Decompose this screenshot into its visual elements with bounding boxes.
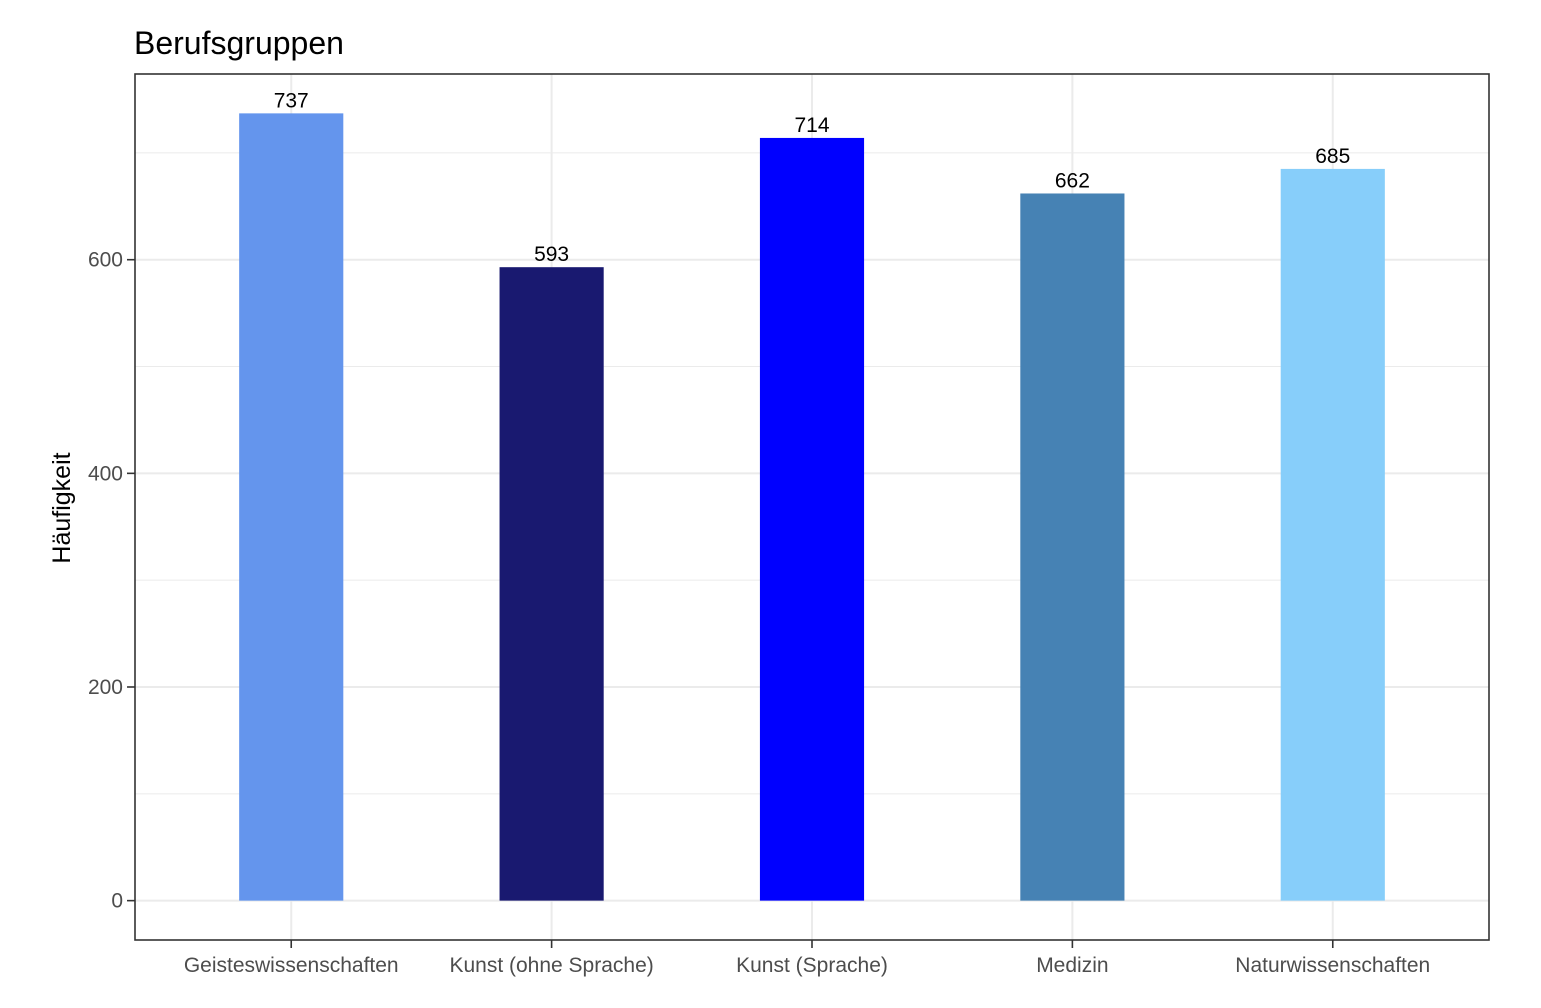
y-tick-label: 400 bbox=[88, 462, 123, 485]
bar-value-label: 714 bbox=[794, 114, 829, 137]
y-tick-label: 0 bbox=[111, 890, 123, 913]
bar bbox=[1020, 193, 1125, 901]
axes: 0 200 400 600 Geisteswissenschaften Kunst (oh… bbox=[88, 249, 1430, 977]
y-tick-label: 200 bbox=[88, 676, 123, 699]
x-tick-label: Geisteswissenschaften bbox=[184, 954, 399, 977]
bars bbox=[239, 113, 1385, 901]
bar bbox=[1280, 168, 1385, 901]
bar bbox=[759, 137, 865, 901]
y-tick-label: 600 bbox=[88, 249, 123, 272]
data-labels: 737 593 714 662 685 bbox=[274, 89, 1351, 266]
bar-value-label: 685 bbox=[1315, 145, 1350, 168]
bar-value-label: 593 bbox=[534, 243, 569, 266]
bar bbox=[239, 113, 344, 901]
bar-value-label: 662 bbox=[1055, 169, 1090, 192]
y-axis-title: Häufigkeit bbox=[48, 452, 76, 563]
x-tick-label: Kunst (ohne Sprache) bbox=[449, 954, 653, 977]
x-tick-label: Kunst (Sprache) bbox=[736, 954, 888, 977]
bar-value-label: 737 bbox=[274, 89, 309, 112]
bar bbox=[499, 267, 604, 901]
x-tick-label: Naturwissenschaften bbox=[1235, 954, 1430, 977]
chart-title: Berufsgruppen bbox=[134, 25, 344, 61]
x-tick-label: Medizin bbox=[1036, 954, 1108, 977]
